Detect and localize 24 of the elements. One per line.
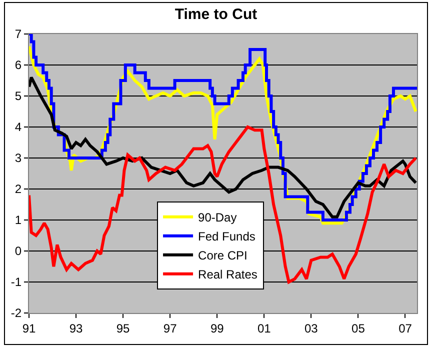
y-tick-label: 7 — [14, 27, 22, 42]
y-tick-label: -2 — [10, 306, 22, 320]
y-tick-label: 6 — [14, 58, 22, 72]
y-tick-label: -1 — [10, 275, 22, 290]
x-tick-label: 97 — [163, 321, 178, 336]
x-tick-label: 01 — [257, 321, 272, 336]
y-tick-label: 4 — [14, 120, 22, 134]
chart-title: Time to Cut — [174, 6, 258, 24]
y-tick-label: 2 — [14, 182, 22, 196]
y-tick-label: 1 — [14, 213, 22, 228]
y-tick-label: 5 — [14, 89, 22, 104]
x-tick-label: 99 — [210, 321, 224, 336]
x-tick-label: 03 — [304, 321, 318, 336]
legend-label: Real Rates — [198, 268, 258, 282]
legend-label: 90-Day — [198, 210, 237, 225]
x-tick-label: 05 — [352, 321, 366, 336]
legend-label: Fed Funds — [198, 230, 256, 244]
x-tick-label: 95 — [116, 321, 130, 336]
x-tick-label: 07 — [398, 321, 412, 336]
x-tick-label: 93 — [69, 321, 84, 336]
y-tick-label: 0 — [14, 244, 22, 258]
y-tick-label: 3 — [14, 151, 22, 166]
legend-label: Core CPI — [198, 248, 248, 263]
x-tick-label: 91 — [22, 321, 36, 336]
